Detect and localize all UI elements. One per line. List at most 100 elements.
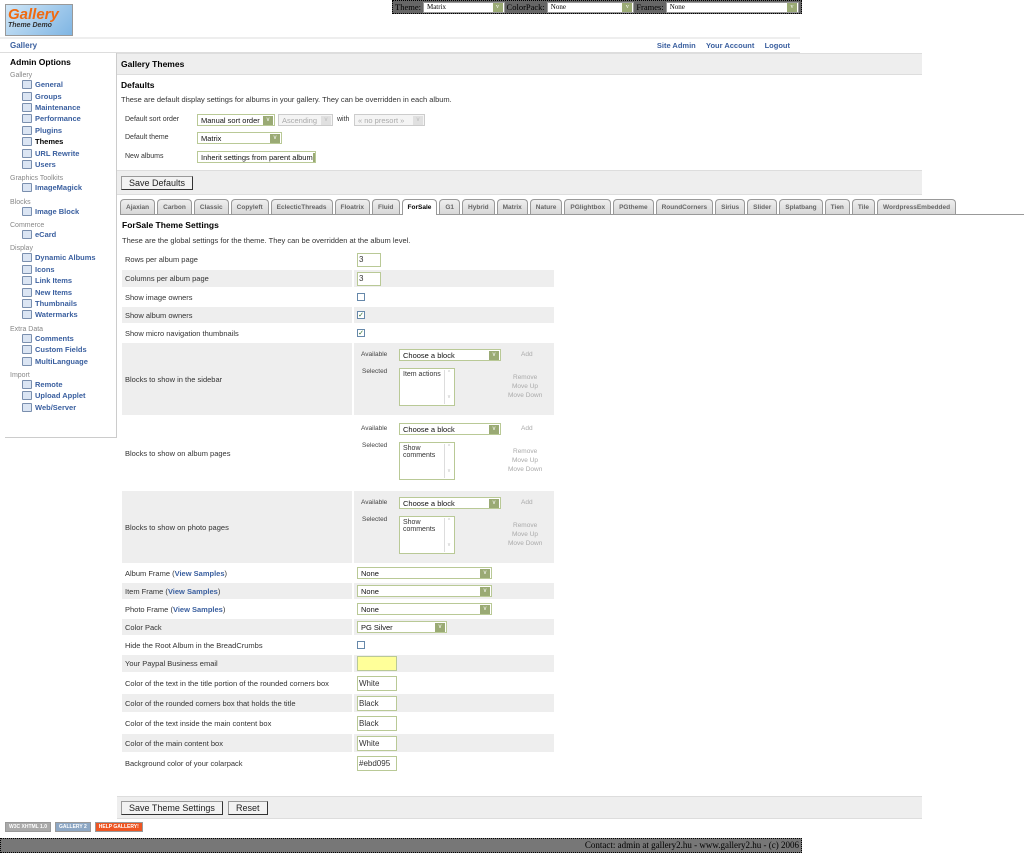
gallery2-badge[interactable]: GALLERY 2 bbox=[54, 822, 91, 832]
item-frame-select[interactable]: None v bbox=[357, 585, 492, 597]
tab-classic[interactable]: Classic bbox=[193, 199, 229, 214]
tab-sirius[interactable]: Sirius bbox=[715, 199, 746, 214]
colorpack-select[interactable]: None v bbox=[546, 1, 635, 13]
tab-g1[interactable]: G1 bbox=[439, 199, 461, 214]
columns-per-album-page-input[interactable]: 3 bbox=[357, 271, 381, 286]
sidebar-item-web-server[interactable]: Web/Server bbox=[10, 402, 111, 413]
sidebar-item-maintenance[interactable]: Maintenance bbox=[10, 102, 111, 113]
remove-block-button[interactable]: Remove bbox=[513, 522, 538, 529]
sidebar-item-groups[interactable]: Groups bbox=[10, 90, 111, 101]
new-albums-select[interactable]: Inherit settings from parent albumv bbox=[197, 151, 316, 163]
tab-splatbang[interactable]: Splatbang bbox=[779, 199, 823, 214]
reset-button[interactable]: Reset bbox=[227, 801, 268, 815]
tab-slider[interactable]: Slider bbox=[747, 199, 778, 214]
save-defaults-button[interactable]: Save Defaults bbox=[121, 176, 194, 190]
move-down-button[interactable]: Move Down bbox=[508, 540, 543, 547]
tab-roundcorners[interactable]: RoundCorners bbox=[655, 199, 714, 214]
selected-block-item[interactable]: Show comments bbox=[403, 445, 436, 459]
hide-the-root-album-in-the-breadcrumbs-checkbox[interactable] bbox=[357, 641, 365, 649]
tab-copyleft[interactable]: Copyleft bbox=[230, 199, 269, 214]
selected-block-item[interactable]: Item actions bbox=[403, 371, 441, 378]
sort-order-select[interactable]: Manual sort order v bbox=[197, 114, 275, 126]
tab-forsale[interactable]: ForSale bbox=[401, 199, 438, 215]
selected-blocks-list[interactable]: Show comments ^ v bbox=[399, 516, 455, 554]
presort-select[interactable]: « no presort » v bbox=[354, 114, 425, 126]
album-frame-select[interactable]: None v bbox=[357, 567, 492, 579]
move-up-button[interactable]: Move Up bbox=[512, 457, 539, 464]
show-album-owners-checkbox[interactable]: ✓ bbox=[357, 311, 365, 319]
choose-block-select[interactable]: Choose a block v bbox=[399, 349, 501, 361]
tab-nature[interactable]: Nature bbox=[529, 199, 563, 214]
tab-tien[interactable]: Tien bbox=[824, 199, 850, 214]
photo-frame-select[interactable]: None v bbox=[357, 603, 492, 615]
remove-block-button[interactable]: Remove bbox=[513, 448, 538, 455]
selected-block-item[interactable]: Show comments bbox=[403, 519, 436, 533]
sidebar-item-users[interactable]: Users bbox=[10, 159, 111, 170]
save-theme-settings-button[interactable]: Save Theme Settings bbox=[121, 801, 223, 815]
sidebar-item-icons[interactable]: Icons bbox=[10, 264, 111, 275]
move-up-button[interactable]: Move Up bbox=[512, 383, 539, 390]
add-block-button[interactable]: Add bbox=[521, 499, 533, 506]
tab-matrix[interactable]: Matrix bbox=[496, 199, 528, 214]
sidebar-item-watermarks[interactable]: Watermarks bbox=[10, 309, 111, 320]
theme-select[interactable]: Matrix v bbox=[422, 1, 505, 13]
choose-block-select[interactable]: Choose a block v bbox=[399, 497, 501, 509]
color-of-the-rounded-corners-box-that-holds-the-title-input[interactable]: Black bbox=[357, 695, 397, 711]
list-scrollbar[interactable]: ^ v bbox=[444, 518, 453, 552]
sidebar-item-imagemagick[interactable]: ImageMagick bbox=[10, 182, 111, 193]
rows-per-album-page-input[interactable]: 3 bbox=[357, 252, 381, 267]
your-paypal-business-email-input[interactable] bbox=[357, 656, 397, 671]
tab-ajaxian[interactable]: Ajaxian bbox=[120, 199, 156, 214]
sidebar-item-remote[interactable]: Remote bbox=[10, 379, 111, 390]
tab-wordpressembedded[interactable]: WordpressEmbedded bbox=[877, 199, 957, 214]
tab-carbon[interactable]: Carbon bbox=[157, 199, 192, 214]
sidebar-item-general[interactable]: General bbox=[10, 79, 111, 90]
show-image-owners-checkbox[interactable] bbox=[357, 293, 365, 301]
list-scrollbar[interactable]: ^ v bbox=[444, 370, 453, 404]
tab-tile[interactable]: Tile bbox=[851, 199, 875, 214]
tab-fluid[interactable]: Fluid bbox=[372, 199, 400, 214]
tab-floatrix[interactable]: Floatrix bbox=[334, 199, 370, 214]
breadcrumb-gallery[interactable]: Gallery bbox=[10, 41, 38, 50]
w3c-xhtml-badge[interactable]: W3C XHTML 1.0 bbox=[5, 822, 51, 832]
add-block-button[interactable]: Add bbox=[521, 425, 533, 432]
sidebar-item-link-items[interactable]: Link Items bbox=[10, 275, 111, 286]
tab-hybrid[interactable]: Hybrid bbox=[462, 199, 495, 214]
view-samples-link[interactable]: View Samples bbox=[167, 586, 218, 596]
sidebar-item-ecard[interactable]: eCard bbox=[10, 229, 111, 240]
default-theme-select[interactable]: Matrix v bbox=[197, 132, 282, 144]
color-of-the-text-inside-the-main-content-box-input[interactable]: Black bbox=[357, 715, 397, 731]
view-samples-link[interactable]: View Samples bbox=[172, 604, 223, 614]
sidebar-item-custom-fields[interactable]: Custom Fields bbox=[10, 344, 111, 355]
sidebar-item-dynamic-albums[interactable]: Dynamic Albums bbox=[10, 252, 111, 263]
sidebar-item-url-rewrite[interactable]: URL Rewrite bbox=[10, 147, 111, 158]
gallery-logo[interactable]: Gallery Theme Demo bbox=[5, 4, 73, 36]
sort-direction-select[interactable]: Ascending v bbox=[278, 114, 333, 126]
tab-eclecticthreads[interactable]: EclecticThreads bbox=[270, 199, 333, 214]
selected-blocks-list[interactable]: Show comments ^ v bbox=[399, 442, 455, 480]
sidebar-item-new-items[interactable]: New Items bbox=[10, 286, 111, 297]
color-pack-select[interactable]: PG Silver v bbox=[357, 621, 447, 633]
site-admin-link[interactable]: Site Admin bbox=[656, 41, 696, 50]
choose-block-select[interactable]: Choose a block v bbox=[399, 423, 501, 435]
your-account-link[interactable]: Your Account bbox=[706, 41, 755, 50]
sidebar-item-thumbnails[interactable]: Thumbnails bbox=[10, 298, 111, 309]
show-micro-navigation-thumbnails-checkbox[interactable]: ✓ bbox=[357, 329, 365, 337]
list-scrollbar[interactable]: ^ v bbox=[444, 444, 453, 478]
remove-block-button[interactable]: Remove bbox=[513, 374, 538, 381]
sidebar-item-image-block[interactable]: Image Block bbox=[10, 206, 111, 217]
move-up-button[interactable]: Move Up bbox=[512, 531, 539, 538]
color-of-the-text-in-the-title-portion-of-the-rounded-corners-box-input[interactable]: White bbox=[357, 675, 397, 691]
tab-pglightbox[interactable]: PGlightbox bbox=[564, 199, 612, 214]
sidebar-item-multilanguage[interactable]: MultiLanguage bbox=[10, 355, 111, 366]
move-down-button[interactable]: Move Down bbox=[508, 392, 543, 399]
color-of-the-main-content-box-input[interactable]: White bbox=[357, 735, 397, 751]
logout-link[interactable]: Logout bbox=[764, 41, 790, 50]
move-down-button[interactable]: Move Down bbox=[508, 466, 543, 473]
tab-pgtheme[interactable]: PGtheme bbox=[613, 199, 654, 214]
help-gallery-badge[interactable]: HELP GALLERY! bbox=[94, 822, 143, 832]
sidebar-item-comments[interactable]: Comments bbox=[10, 333, 111, 344]
selected-blocks-list[interactable]: Item actions ^ v bbox=[399, 368, 455, 406]
sidebar-item-themes[interactable]: Themes bbox=[10, 136, 111, 147]
sidebar-item-performance[interactable]: Performance bbox=[10, 113, 111, 124]
